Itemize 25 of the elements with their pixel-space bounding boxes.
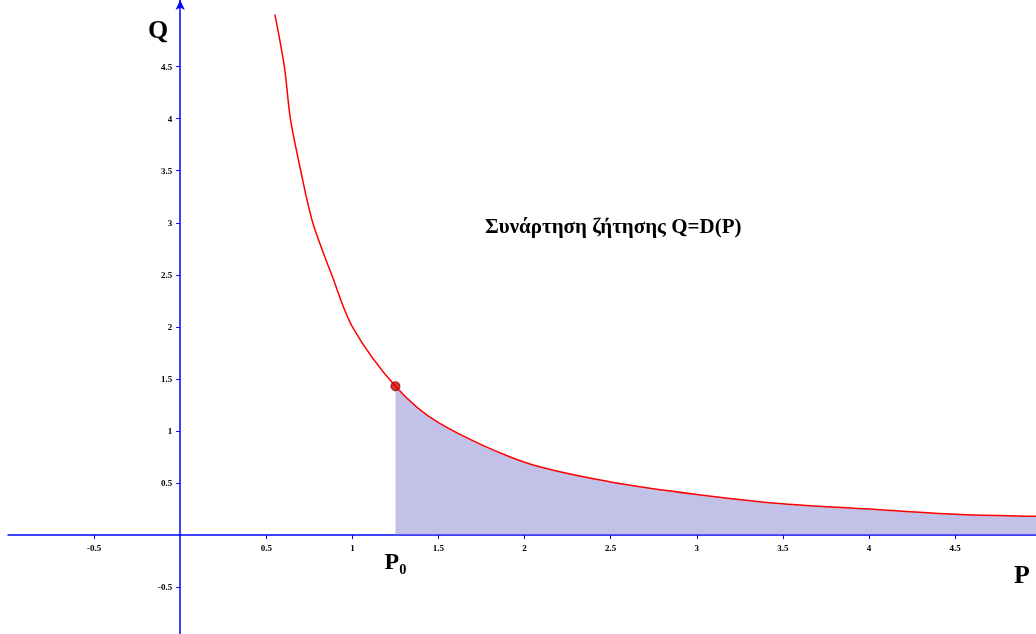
line-series — [274, 13, 1036, 518]
y-tick-label: 4.5 — [160, 61, 173, 72]
x-tick-label: 1.5 — [432, 542, 445, 553]
annotation: P₀ — [384, 548, 407, 575]
x-axis-title: P — [1014, 559, 1030, 589]
x-tick-label: 3.5 — [777, 542, 789, 553]
x-tick-label: 2.5 — [605, 542, 617, 553]
y-tick-label: 4 — [167, 113, 173, 124]
x-tick-label: -0.5 — [86, 542, 102, 553]
y-tick-label: 1 — [167, 426, 173, 436]
x-tick-label: 4.5 — [949, 542, 962, 553]
x-tick-label: 3 — [694, 542, 700, 553]
y-axis-title: Q — [147, 14, 169, 44]
x-tick-label: 0.5 — [260, 542, 273, 553]
y-tick-label: 2.5 — [160, 269, 173, 280]
y-tick-label: 1.5 — [160, 373, 173, 384]
y-tick-label: -0.5 — [157, 582, 173, 593]
y-tick-label: 3.5 — [160, 165, 173, 176]
y-tick-label: 2 — [167, 321, 173, 332]
x-tick-label: 2 — [522, 542, 528, 553]
y-tick-label: 0.5 — [160, 478, 173, 489]
x-tick-label: 1 — [350, 542, 356, 553]
x-tick-label: 4 — [866, 542, 872, 553]
y-tick-label: 3 — [167, 217, 173, 228]
text: Συνάρτηση ζήτησης Q=D(P) — [485, 213, 742, 238]
